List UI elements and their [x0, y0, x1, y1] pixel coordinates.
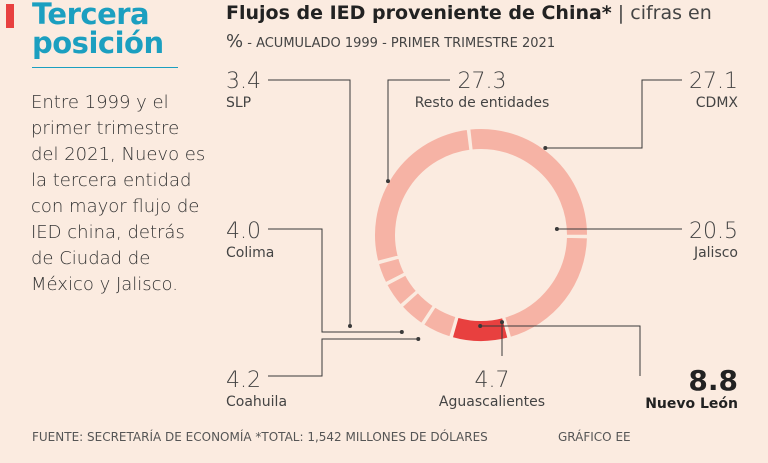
leader-dot-slp: [348, 324, 352, 328]
label-cdmx-value: 27.1: [689, 69, 738, 94]
chart-subtitle: % - ACUMULADO 1999 - PRIMER TRIMESTRE 20…: [226, 31, 555, 52]
label-coahuila-value: 4.2: [226, 368, 261, 393]
leader-dot-jalisco: [554, 227, 559, 231]
leader-resto: [387, 79, 450, 182]
label-jalisco: 20.5 Jalisco: [640, 220, 738, 262]
label-aguascalientes-value: 4.7: [474, 368, 510, 393]
leader-coah: [268, 338, 419, 377]
chart-subtitle-text: - ACUMULADO 1999 - PRIMER TRIMESTRE 2021: [243, 36, 556, 51]
label-colima: 4.0 Colima: [226, 220, 274, 262]
label-resto-value: 27.3: [457, 69, 507, 94]
leader-dot-nl: [478, 324, 483, 328]
graphic-credit: GRÁFICO EE: [558, 430, 631, 444]
slice-coah: [400, 290, 436, 326]
label-coahuila: 4.2 Coahuila: [226, 369, 287, 411]
source-note: FUENTE: SECRETARÍA DE ECONOMÍA *TOTAL: 1…: [32, 430, 488, 444]
label-slp-value: 3.4: [226, 69, 261, 94]
chart-title-main: Flujos de IED proveniente de China*: [226, 2, 612, 24]
leader-nl: [480, 325, 641, 376]
leader-dot-resto: [386, 179, 390, 184]
label-colima-value: 4.0: [226, 219, 261, 244]
leader-lines: [268, 79, 682, 377]
label-aguascalientes-name: Aguascalientes: [438, 394, 546, 410]
chart-title: Flujos de IED proveniente de China* | ci…: [226, 2, 712, 24]
label-nuevo-leon-name: Nuevo León: [645, 396, 738, 412]
slice-colima: [384, 273, 419, 307]
side-description: Entre 1999 y el primer trimestre del 202…: [31, 92, 206, 295]
leader-slp: [268, 79, 351, 326]
label-nuevo-leon: 8.8 Nuevo León: [600, 367, 738, 413]
leader-dot-ags: [500, 320, 504, 325]
label-jalisco-value: 20.5: [689, 219, 738, 244]
label-aguascalientes: 4.7 Aguascalientes: [412, 369, 572, 411]
label-coahuila-name: Coahuila: [226, 394, 288, 410]
slice-jalisco: [502, 235, 589, 340]
side-title-line1: Tercera: [32, 0, 150, 31]
chart-title-unit: cifras en: [630, 2, 712, 24]
label-resto-name: Resto de entidades: [414, 95, 550, 111]
chart-subtitle-pct: %: [226, 31, 244, 52]
label-colima-name: Colima: [226, 245, 275, 261]
label-nuevo-leon-value: 8.8: [688, 364, 738, 397]
side-title-rule: [32, 67, 178, 68]
slice-cdmx: [468, 127, 589, 237]
leader-dot-colima: [399, 330, 404, 334]
leader-cdmx: [545, 79, 682, 149]
slice-slp: [376, 256, 407, 285]
slice-resto: [373, 127, 472, 264]
donut-slices: [373, 127, 589, 343]
label-cdmx: 27.1 CDMX: [640, 70, 738, 112]
accent-bar: [6, 4, 14, 28]
label-resto: 27.3 Resto de entidades: [402, 70, 562, 112]
chart-title-separator: |: [617, 2, 625, 24]
leader-dot-cdmx: [543, 146, 548, 150]
leader-colima: [268, 228, 402, 333]
label-cdmx-name: CDMX: [695, 95, 738, 111]
label-slp-name: SLP: [226, 95, 252, 111]
slice-nl: [450, 315, 510, 343]
slice-ags: [421, 305, 458, 339]
leader-dot-coah: [416, 337, 421, 341]
label-slp: 3.4 SLP: [226, 70, 261, 112]
side-title-line2: posición: [32, 26, 164, 60]
label-jalisco-name: Jalisco: [693, 245, 738, 261]
side-title: Tercera posición: [32, 0, 164, 58]
